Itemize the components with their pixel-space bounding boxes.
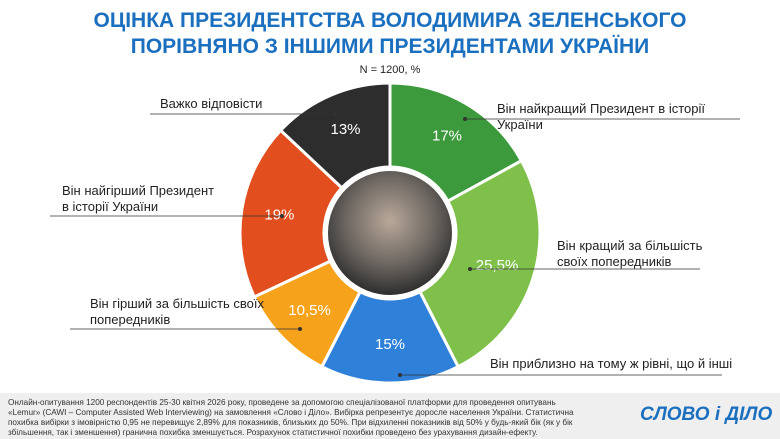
category-label: Він кращий за більшість своїх попередник… <box>557 238 703 269</box>
value-label: 17% <box>432 128 462 145</box>
chart: 17% 25,5% 15% 10,5% 19% 13% <box>50 81 740 385</box>
footnote: Онлайн-опитування 1200 респондентів 25-3… <box>8 398 574 437</box>
leader-dot <box>333 112 337 116</box>
donut-segment <box>278 81 392 190</box>
category-label: Він гірший за більшість своїх попередник… <box>90 296 265 327</box>
category-label: Він найгірший Президент в історії Україн… <box>62 183 215 214</box>
leader-dot <box>463 117 467 121</box>
category-label: Він найкращий Президент в історії Україн… <box>497 101 705 132</box>
leader-dot <box>468 267 472 271</box>
value-label: 13% <box>331 121 361 138</box>
value-label: 15% <box>375 336 405 353</box>
donut-segment <box>388 81 524 204</box>
category-label: Він приблизно на тому ж рівні, що й інші <box>490 356 733 371</box>
leader-dot <box>280 214 284 218</box>
leader-dot <box>298 327 302 331</box>
donut-segment <box>238 128 345 299</box>
chart-subtitle: N = 1200, % <box>359 64 421 76</box>
value-label: 19% <box>264 206 294 223</box>
donut-segment <box>417 158 542 369</box>
category-label: Важко відповісти <box>160 96 263 111</box>
footer-band <box>0 393 780 439</box>
logo: СЛОВО і ДІЛО <box>640 404 773 425</box>
chart-title: ОЦІНКА ПРЕЗИДЕНТСТВА ВОЛОДИМИРА ЗЕЛЕНСЬК… <box>93 9 687 58</box>
value-label: 25,5% <box>476 257 519 274</box>
leader-dot <box>398 373 402 377</box>
value-label: 10,5% <box>288 302 331 319</box>
photo <box>328 171 452 295</box>
